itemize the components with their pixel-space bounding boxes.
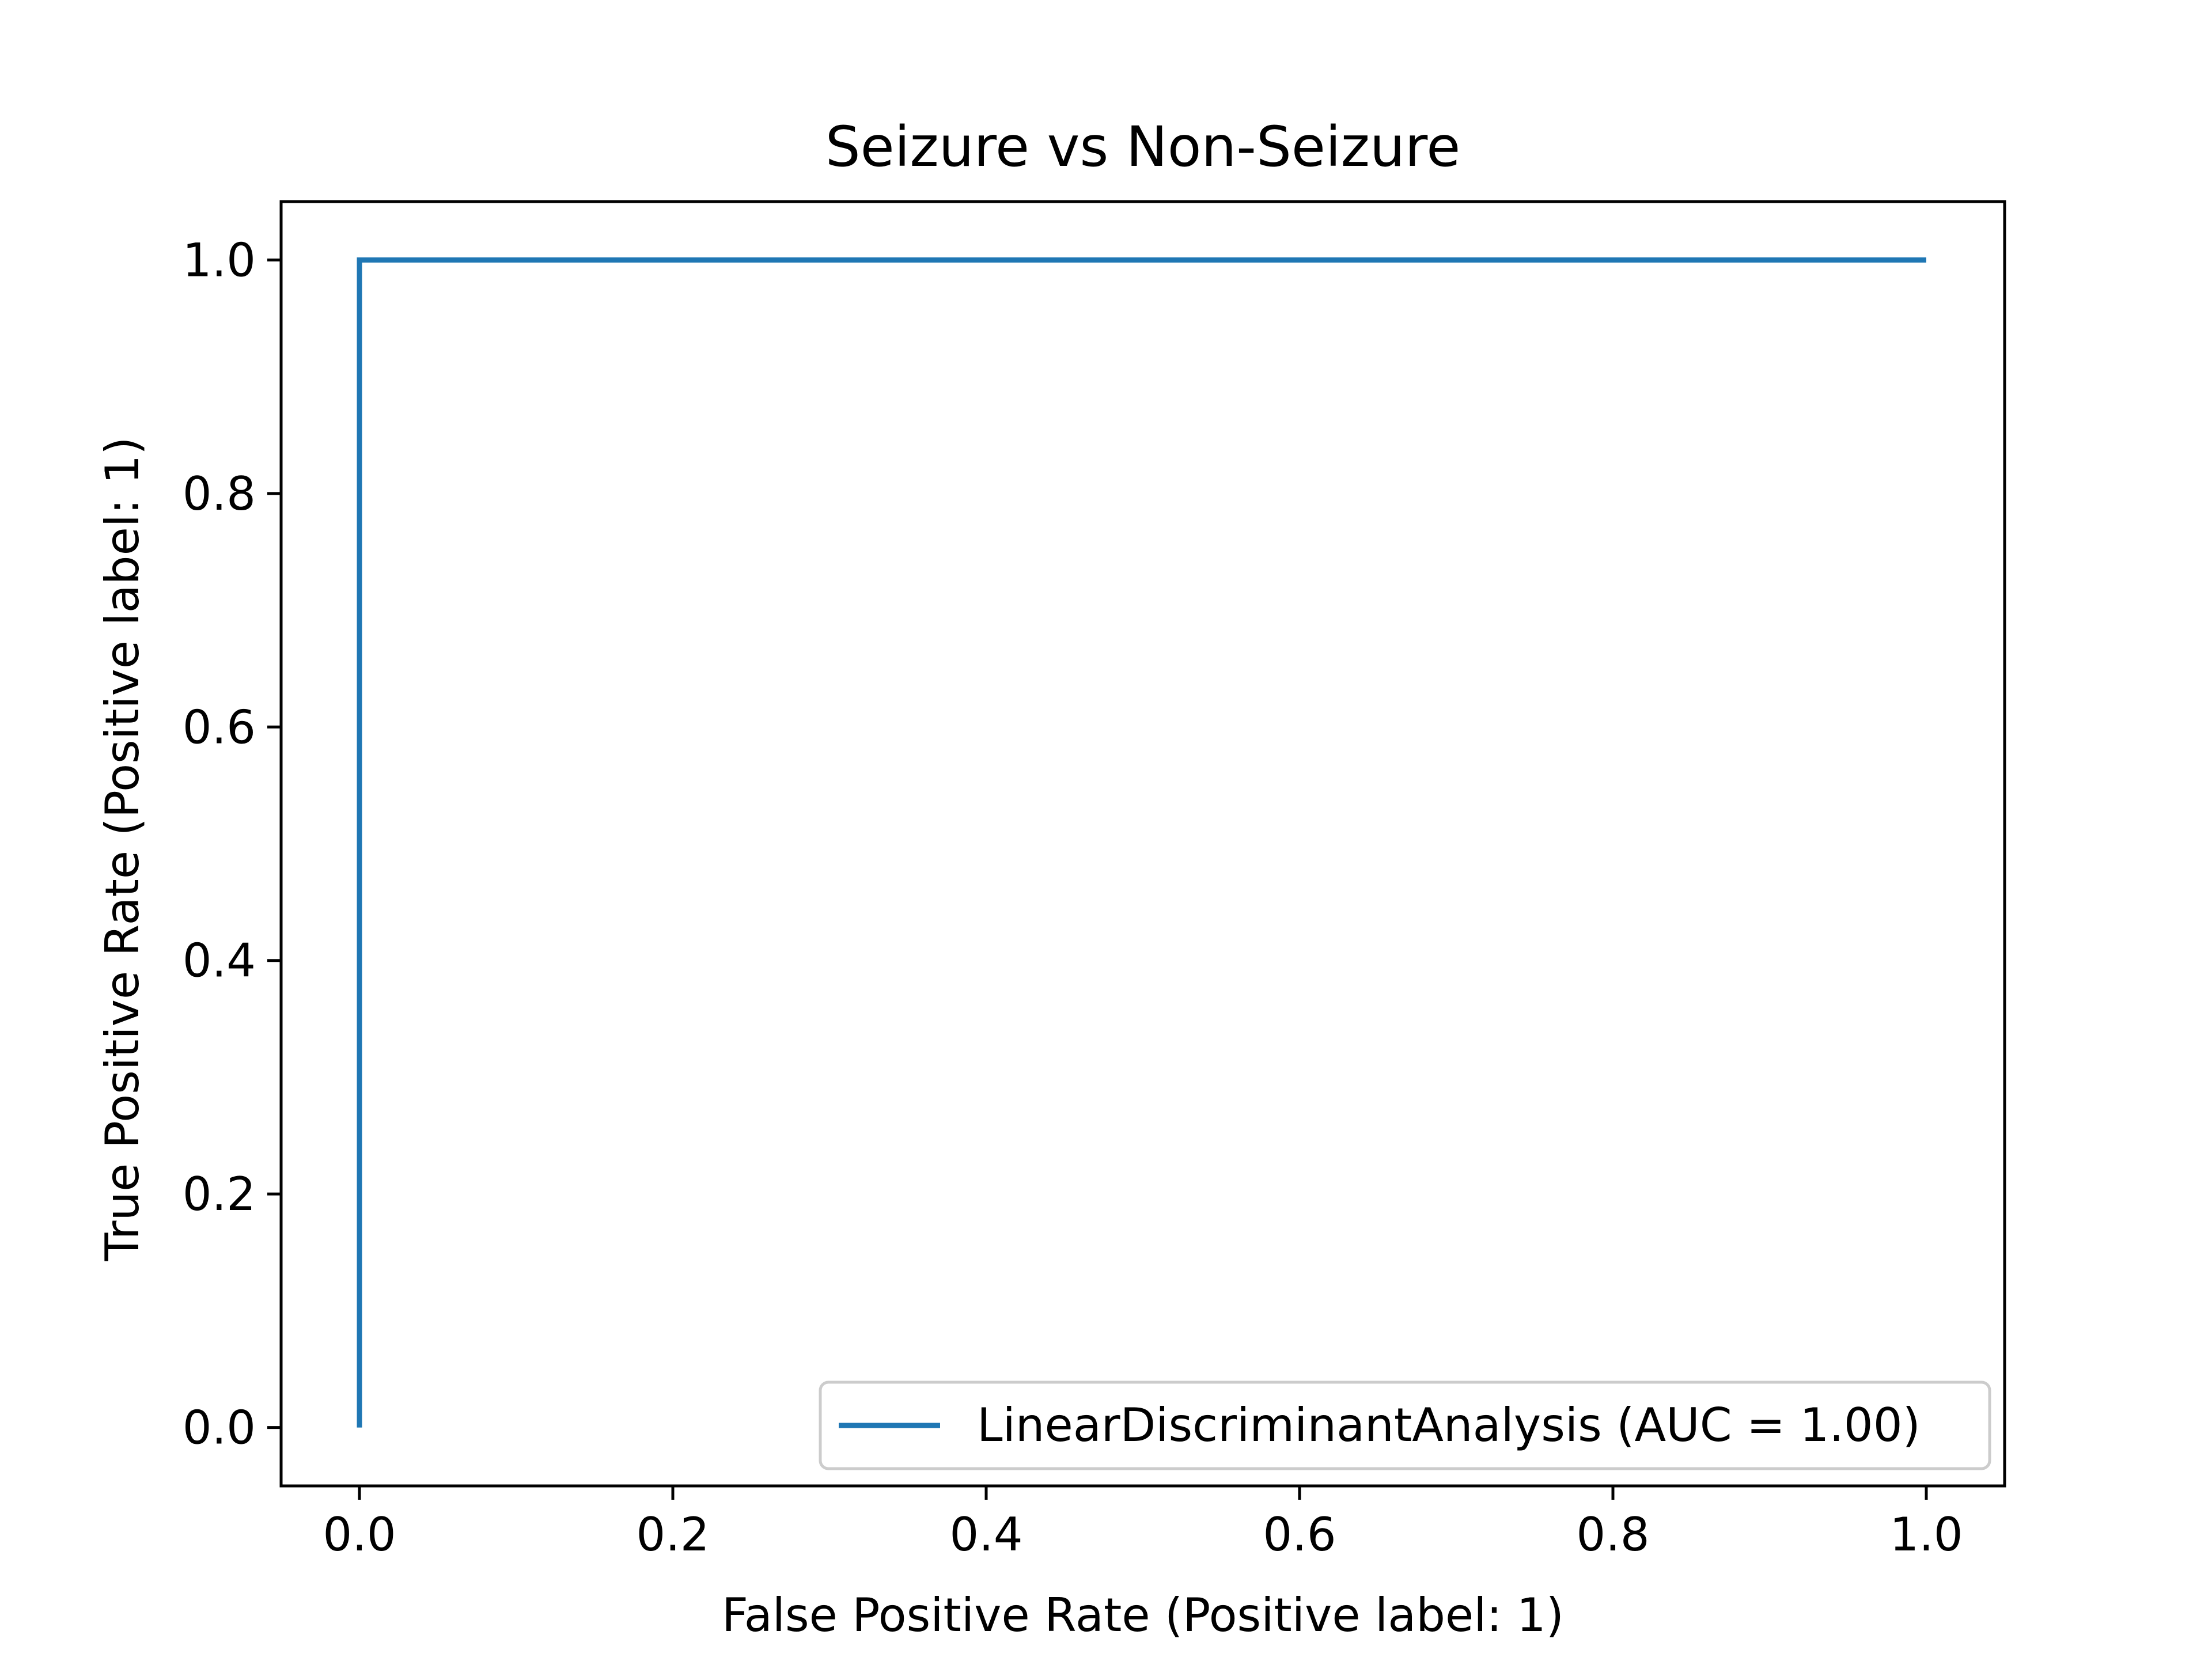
x-tick-label: 0.2 xyxy=(636,1508,709,1561)
legend: LinearDiscriminantAnalysis (AUC = 1.00) xyxy=(819,1381,1991,1470)
legend-label: LinearDiscriminantAnalysis (AUC = 1.00) xyxy=(977,1398,1921,1452)
y-tick-label: 0.6 xyxy=(183,700,256,754)
roc-curve-line xyxy=(357,257,1926,1428)
y-tick-label: 0.0 xyxy=(183,1401,256,1455)
x-tick-label: 0.8 xyxy=(1576,1508,1649,1561)
x-tick-label: 0.0 xyxy=(323,1508,396,1561)
x-tick-label: 0.6 xyxy=(1263,1508,1336,1561)
chart-title: Seizure vs Non-Seizure xyxy=(825,115,1461,179)
x-axis-label: False Positive Rate (Positive label: 1) xyxy=(722,1588,1564,1642)
y-tick-label: 0.2 xyxy=(183,1167,256,1221)
series-layer xyxy=(357,257,1926,1428)
legend-box xyxy=(819,1381,1991,1470)
plot-area xyxy=(279,200,2006,1488)
x-axis-ticks: 0.0 0.2 0.4 0.6 0.8 1.0 xyxy=(323,1486,1963,1561)
x-tick-label: 1.0 xyxy=(1889,1508,1963,1561)
y-axis-label: True Positive Rate (Positive label: 1) xyxy=(96,437,149,1261)
y-tick-label: 0.8 xyxy=(183,467,256,521)
axes-frame xyxy=(279,200,2006,1488)
y-tick-label: 1.0 xyxy=(183,233,256,287)
y-axis-ticks: 0.0 0.2 0.4 0.6 0.8 1.0 xyxy=(183,233,281,1455)
x-tick-label: 0.4 xyxy=(949,1508,1022,1561)
y-tick-label: 0.4 xyxy=(183,934,256,988)
